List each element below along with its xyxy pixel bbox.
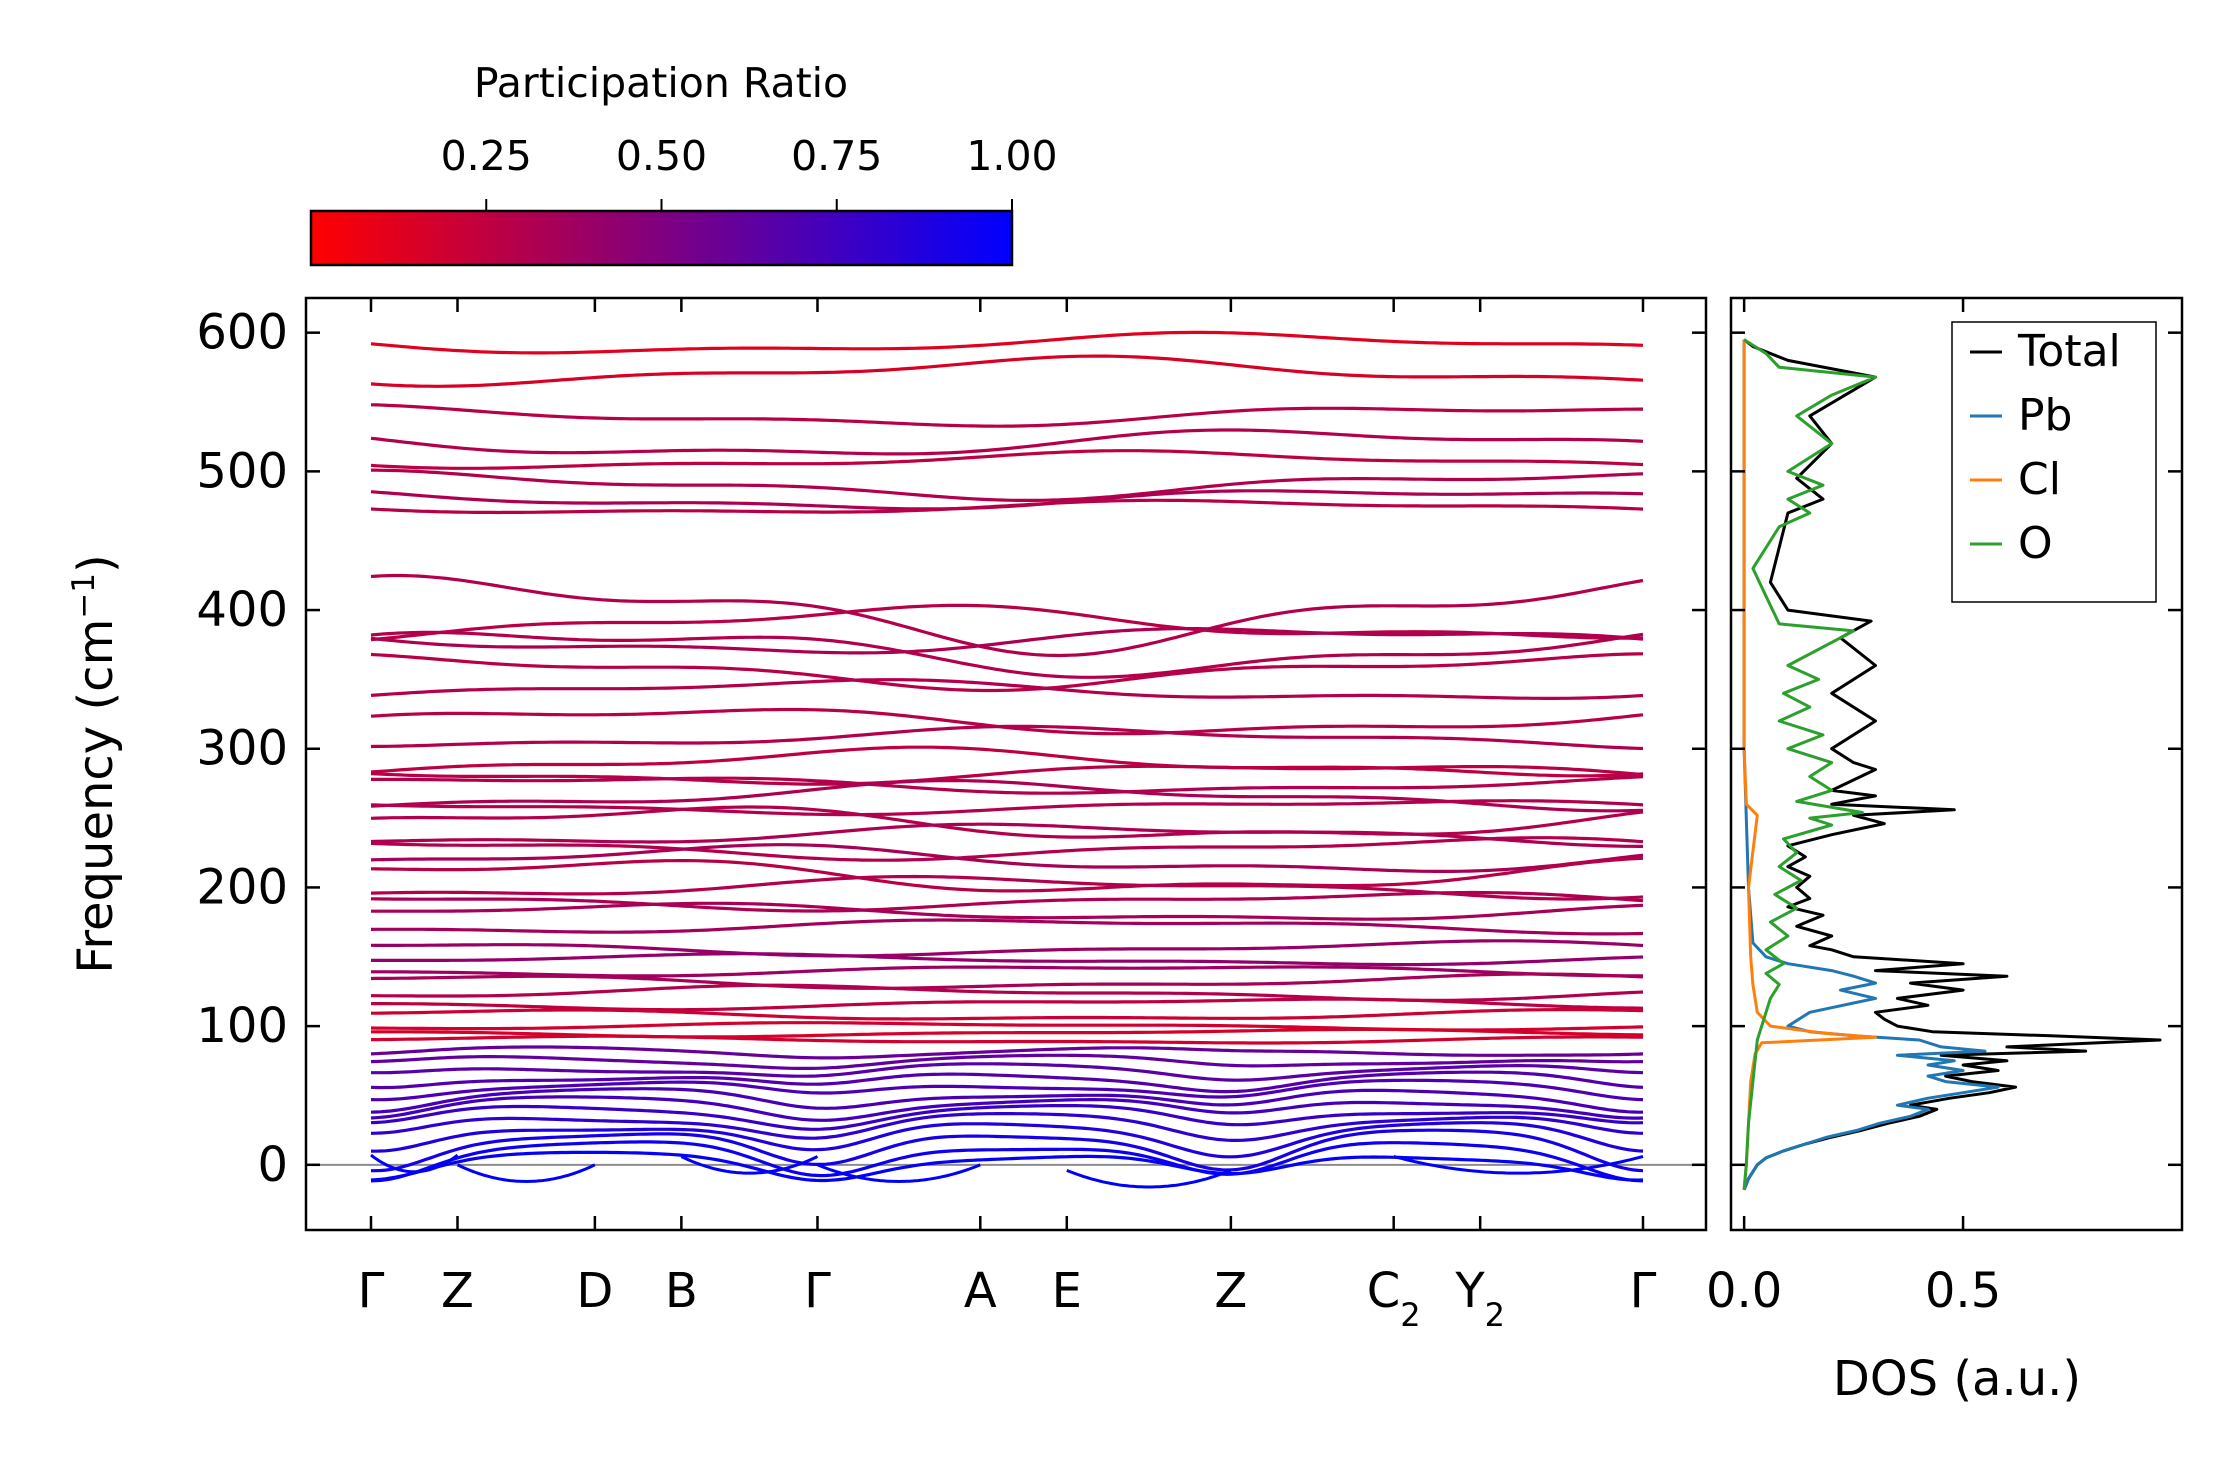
phonon-band (370, 843, 1644, 873)
phonon-band (370, 652, 1644, 693)
kpoint-label: D (576, 1263, 613, 1319)
dos-curve-o (1742, 338, 1877, 1190)
acoustic-band (816, 1163, 981, 1184)
phonon-band-low (371, 1062, 1644, 1082)
kpoint-label: B (665, 1263, 698, 1319)
phonon-band (370, 630, 1644, 679)
phonon-band-low (370, 1140, 1644, 1183)
acoustic-band (1066, 1169, 1232, 1189)
phonon-band-low (370, 1078, 1644, 1102)
kpoint-label: Z (1214, 1263, 1247, 1319)
colorbar-gradient (309, 209, 1014, 267)
phonon-band (370, 918, 1644, 936)
band-panel-frame (304, 296, 1708, 1232)
band-ytick-label: 400 (196, 582, 288, 638)
kpoint-label: E (1052, 1263, 1082, 1319)
dos-panel-frame (1729, 296, 2184, 1232)
colorbar-tick-label: 1.00 (966, 132, 1057, 180)
kpoint-label: Γ (1630, 1263, 1657, 1319)
colorbar-title: Participation Ratio (474, 59, 848, 107)
phonon-band (370, 856, 1644, 893)
phonon-band (370, 627, 1644, 655)
phonon-band (371, 997, 1644, 1012)
phonon-band (371, 952, 1644, 967)
band-ytick-label: 100 (196, 998, 288, 1054)
dos-curve-pb (1742, 339, 2000, 1191)
dos-panel: 0.0 0.5 DOS (a.u.) Total Pb Cl O (1706, 296, 2184, 1407)
colorbar-tick-label: 0.50 (616, 132, 707, 180)
phonon-band (371, 1034, 1643, 1045)
phonon-band-low (370, 1087, 1643, 1114)
phonon-band (370, 449, 1644, 470)
phonon-band (370, 972, 1644, 990)
phonon-band-low (370, 1112, 1644, 1142)
phonon-band (370, 805, 1644, 839)
kpoint-label: Γ (804, 1263, 831, 1319)
phonon-band (371, 901, 1644, 921)
phonon-band (370, 707, 1644, 736)
phonon-band (370, 939, 1644, 958)
phonon-band (370, 603, 1644, 642)
phonon-band (370, 330, 1644, 355)
colorbar: Participation Ratio 0.25 0.50 0.75 1.00 (309, 59, 1058, 267)
kpoint-label: C2 (1367, 1263, 1421, 1334)
legend-frame (1951, 321, 2157, 603)
phonon-band (371, 775, 1644, 795)
colorbar-tick-label: 0.75 (791, 132, 882, 180)
band-ytick-label: 200 (196, 859, 288, 915)
phonon-band-low (370, 1070, 1644, 1094)
phonon-band (370, 836, 1644, 862)
phonon-band (370, 573, 1644, 658)
dos-curve-total (1742, 338, 2162, 1191)
phonon-band-low (370, 1045, 1644, 1060)
band-ytick-label: 300 (196, 721, 288, 777)
phonon-band (370, 354, 1644, 388)
kpoint-label: Γ (358, 1263, 385, 1319)
phonon-band (370, 678, 1644, 700)
phonon-band (370, 403, 1643, 428)
kpoint-label: A (964, 1263, 997, 1319)
phonon-band (370, 468, 1644, 502)
phonon-band-low (371, 1128, 1644, 1173)
phonon-band-low (370, 1121, 1644, 1159)
dos-legend: Total Pb Cl O (1951, 321, 2157, 603)
band-ylabel: Frequency (cm−1) (66, 554, 124, 974)
phonon-band (370, 498, 1644, 515)
dos-xtick-label: 0.5 (1925, 1263, 2001, 1319)
phonon-band-low (370, 1053, 1644, 1070)
legend-label: O (2018, 518, 2053, 569)
phonon-band-low (370, 1095, 1644, 1122)
phonon-band (370, 724, 1644, 751)
dos-xtick-label: 0.0 (1706, 1263, 1782, 1319)
band-ytick-label: 600 (196, 305, 288, 361)
phonon-band (370, 745, 1644, 778)
phonon-band (371, 983, 1644, 1002)
dos-xlabel: DOS (a.u.) (1833, 1351, 2081, 1407)
legend-label: Pb (2018, 390, 2072, 441)
colorbar-tick-label: 0.25 (441, 132, 532, 180)
band-ytick-label: 0 (257, 1137, 288, 1193)
phonon-band-low (370, 1150, 1644, 1183)
phonon-band (370, 779, 1644, 813)
band-ytick-label: 500 (196, 443, 288, 499)
phonon-band-low (370, 1104, 1644, 1131)
acoustic-band (456, 1163, 596, 1184)
phonon-band (370, 890, 1644, 913)
acoustic-band (370, 1153, 459, 1174)
acoustic-band (680, 1155, 819, 1175)
phonon-band (370, 428, 1644, 456)
phonon-band (370, 799, 1644, 817)
kpoint-label: Z (441, 1263, 474, 1319)
phonon-band (370, 822, 1643, 848)
legend-label: Total (2017, 326, 2121, 377)
kpoint-label: Y2 (1454, 1263, 1505, 1334)
legend-label: Cl (2018, 454, 2061, 505)
phonon-band (370, 764, 1644, 786)
acoustic-band (1393, 1155, 1644, 1175)
phonon-band (371, 1008, 1644, 1021)
